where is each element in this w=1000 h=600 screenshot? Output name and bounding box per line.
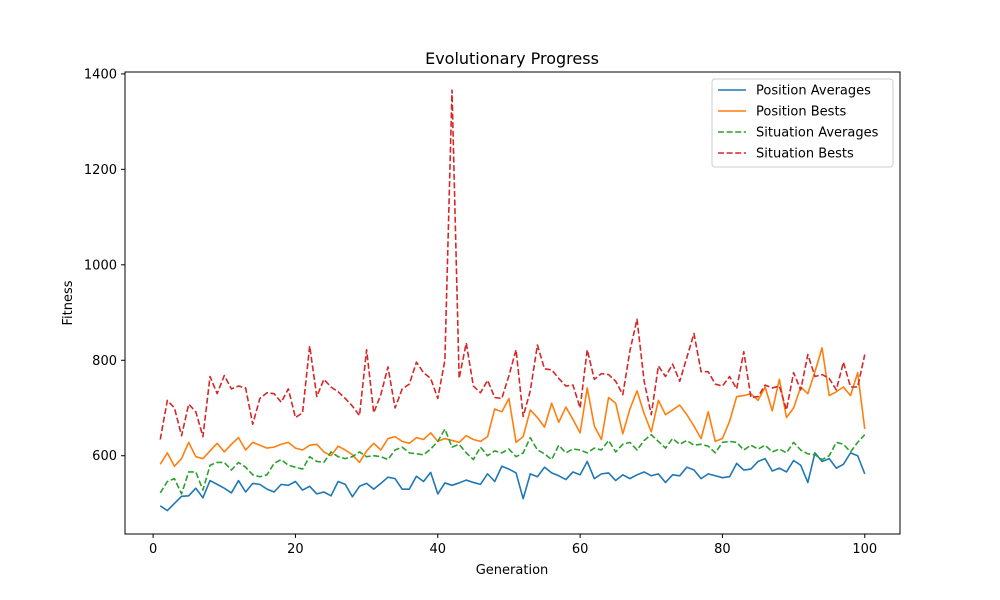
chart-title: Evolutionary Progress: [425, 49, 599, 68]
x-tick-label: 100: [852, 542, 877, 557]
series-line-2: [159, 347, 866, 468]
y-tick-label: 1400: [84, 67, 117, 82]
x-axis-label: Generation: [476, 563, 549, 578]
y-tick-label: 1200: [84, 163, 117, 178]
y-axis-label: Fitness: [61, 280, 76, 325]
x-tick-label: 80: [714, 542, 731, 557]
y-tick-label: 800: [92, 354, 117, 369]
plot-lines: [159, 89, 866, 512]
x-tick-label: 60: [572, 542, 589, 557]
series-line-1: [159, 452, 866, 512]
legend-label-3: Situation Averages: [756, 126, 879, 141]
x-axis: 0 20 40 60 80 100: [149, 534, 877, 557]
y-axis: 600 800 1000 1200 1400: [84, 67, 125, 464]
legend-label-1: Position Averages: [756, 84, 871, 99]
x-tick-label: 0: [149, 542, 157, 557]
legend-label-4: Situation Bests: [756, 147, 854, 162]
x-tick-label: 20: [287, 542, 304, 557]
legend-box: [711, 78, 894, 168]
series-line-4: [159, 89, 866, 440]
x-tick-label: 40: [430, 542, 447, 557]
y-tick-label: 600: [92, 449, 117, 464]
plot-frame: [124, 71, 901, 535]
legend-label-2: Position Bests: [756, 105, 847, 120]
series-line-3: [159, 428, 866, 495]
y-tick-label: 1000: [84, 258, 117, 273]
legend: Position Averages Position Bests Situation…: [711, 78, 894, 168]
